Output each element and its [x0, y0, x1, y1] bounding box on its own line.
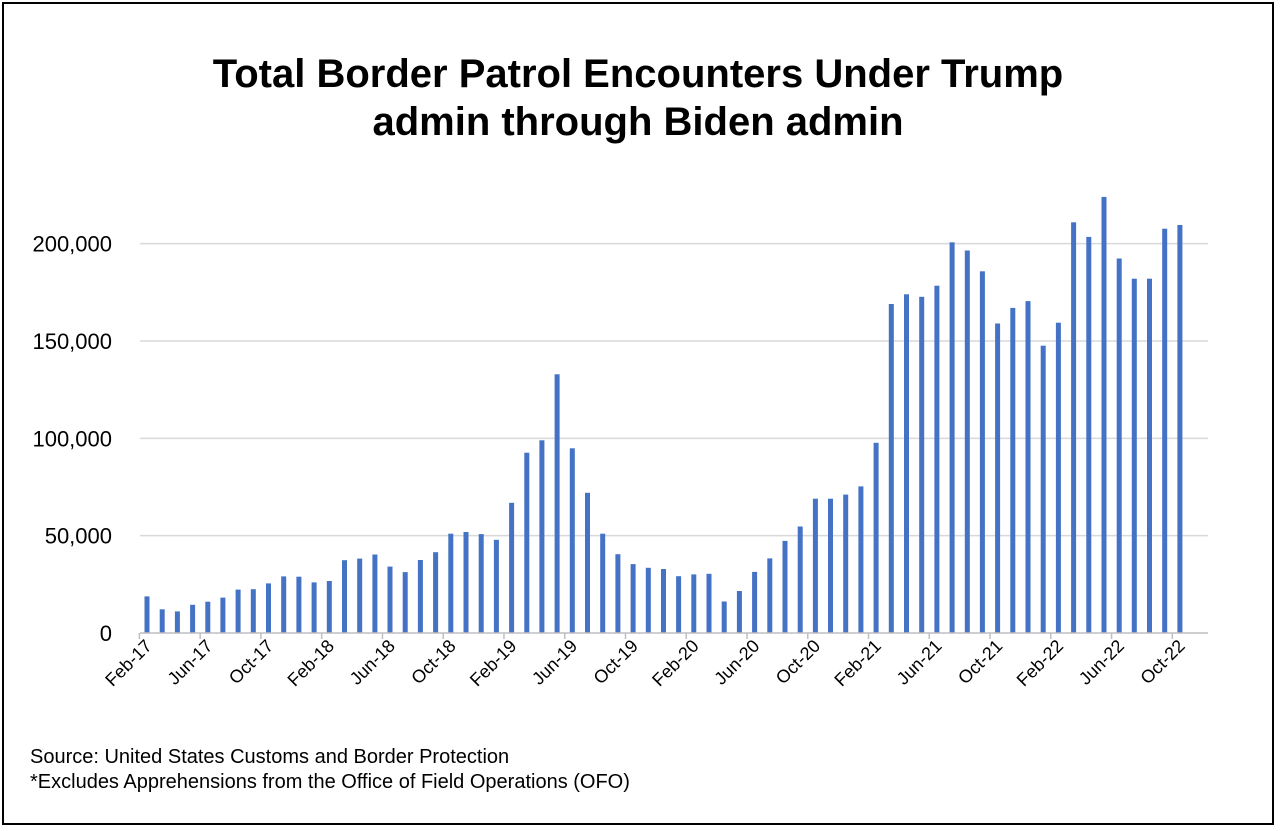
bar — [1131, 278, 1137, 633]
bar — [220, 597, 226, 633]
bar — [1071, 222, 1077, 634]
bar — [736, 591, 742, 633]
chart-notes: Source: United States Customs and Border… — [30, 745, 630, 795]
x-tick-label: Oct-22 — [1136, 636, 1188, 688]
bar — [691, 574, 697, 633]
x-tick-label: Jun-17 — [164, 636, 217, 689]
x-tick-label: Feb-22 — [1013, 636, 1067, 690]
bar — [873, 442, 879, 633]
bar — [843, 494, 849, 633]
bar — [205, 601, 211, 633]
bar — [387, 566, 393, 633]
bar — [1086, 236, 1092, 633]
bar — [342, 560, 347, 633]
y-tick-label: 200,000 — [32, 232, 112, 257]
bar — [311, 582, 317, 633]
chart-title-line-2: admin through Biden admin — [372, 100, 904, 144]
bar — [539, 440, 545, 633]
bar — [159, 609, 165, 633]
x-tick-label: Oct-19 — [590, 636, 642, 688]
bar — [190, 604, 196, 633]
bar — [235, 589, 241, 633]
bar — [417, 560, 423, 633]
bar — [995, 323, 1001, 633]
x-tick-label: Feb-19 — [466, 636, 520, 690]
bar — [721, 601, 727, 633]
bar — [296, 576, 302, 633]
bar — [1040, 345, 1046, 633]
y-tick-label: 150,000 — [32, 329, 112, 354]
bar — [949, 242, 955, 634]
bar — [1162, 228, 1168, 633]
bar — [600, 533, 606, 633]
bar — [767, 558, 773, 633]
bar — [1177, 225, 1183, 633]
bar — [1147, 278, 1152, 633]
bar — [585, 492, 590, 633]
x-tick-label: Feb-18 — [284, 636, 338, 690]
bar — [463, 532, 469, 633]
x-tick-label: Oct-21 — [954, 636, 1006, 688]
x-tick-label: Jun-19 — [528, 636, 581, 689]
bar — [1101, 196, 1107, 633]
y-tick-label: 50,000 — [45, 524, 112, 549]
exclusion-footnote: *Excludes Apprehensions from the Office … — [30, 771, 630, 793]
bar — [402, 572, 408, 633]
bar — [569, 448, 575, 633]
bar — [1010, 307, 1016, 633]
bar — [797, 526, 803, 633]
bar — [250, 589, 256, 633]
bar — [812, 498, 818, 633]
chart-title-line-1: Total Border Patrol Encounters Under Tru… — [212, 52, 1064, 96]
bar — [554, 374, 560, 633]
bar — [524, 452, 530, 633]
bar — [828, 498, 833, 633]
bar — [1055, 322, 1061, 633]
bar — [372, 554, 378, 633]
x-tick-label: Jun-20 — [710, 636, 763, 689]
y-tick-label: 0 — [100, 621, 112, 646]
bar — [979, 271, 985, 633]
bar — [326, 581, 332, 633]
bar — [661, 569, 666, 633]
bar — [964, 250, 970, 633]
bar — [281, 576, 287, 633]
bar — [357, 558, 363, 633]
bar — [1116, 258, 1122, 633]
x-tick-label: Jun-22 — [1075, 636, 1128, 689]
x-tick-label: Oct-18 — [407, 636, 459, 688]
x-tick-label: Oct-17 — [225, 636, 277, 688]
bar — [478, 534, 484, 633]
source-note: Source: United States Customs and Border… — [30, 746, 510, 768]
bar — [645, 567, 651, 633]
bar — [174, 611, 180, 633]
x-tick-label: Jun-18 — [346, 636, 399, 689]
bar — [493, 539, 499, 633]
bar — [448, 533, 454, 633]
x-tick-label: Feb-21 — [830, 636, 884, 690]
bar — [904, 294, 909, 633]
bar — [509, 502, 515, 633]
bar — [144, 596, 150, 633]
bar — [919, 296, 925, 633]
x-tick-label: Feb-20 — [648, 636, 702, 690]
bar — [858, 486, 864, 633]
chart-title: Total Border Patrol Encounters Under Tru… — [0, 50, 1276, 146]
bar — [934, 285, 940, 633]
bar — [615, 554, 621, 633]
bar — [782, 540, 788, 633]
bar — [1025, 301, 1031, 633]
x-tick-label: Jun-21 — [893, 636, 946, 689]
bar — [888, 304, 894, 633]
bar — [630, 564, 636, 633]
bar — [752, 571, 758, 633]
x-tick-label: Oct-20 — [772, 636, 824, 688]
bar — [433, 552, 439, 633]
bar — [676, 576, 682, 633]
bar — [266, 583, 271, 633]
y-tick-label: 100,000 — [32, 426, 112, 451]
bar — [706, 573, 712, 633]
